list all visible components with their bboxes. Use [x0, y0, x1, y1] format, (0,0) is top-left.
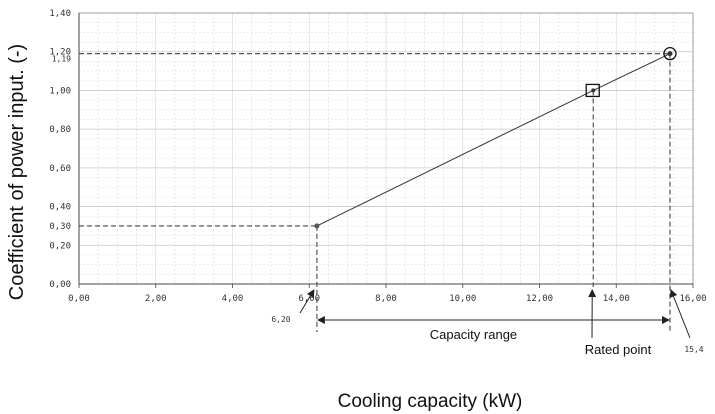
point-marker-max: [663, 47, 677, 61]
point-marker-rated: [585, 83, 600, 98]
max-capacity-label: 15,4: [684, 345, 703, 354]
x-tick-label: 0,00: [68, 294, 90, 304]
point-markers: [314, 47, 677, 229]
series-line-path: [316, 53, 671, 227]
y-tick-label: 1,20: [49, 48, 71, 58]
point-marker-max-dot: [667, 51, 673, 57]
plot-grid: [79, 13, 693, 284]
x-tick-label: 12,00: [526, 294, 553, 304]
x-tick-label: 10,00: [449, 294, 476, 304]
dashed-guides: [79, 53, 671, 332]
y-tick-label: 0,30: [49, 222, 71, 232]
y-tick-label: 0,20: [49, 241, 71, 251]
y-axis-label: Coefficient of power input. (-): [6, 44, 28, 300]
x-tick-label: 6,00: [298, 294, 320, 304]
y-tick-label: 1,00: [49, 86, 71, 96]
min-capacity-label: 6,20: [271, 315, 290, 324]
capacity-range-label: Capacity range: [430, 327, 517, 342]
annotations: Capacity range 6,20 15,4 Rated point: [271, 289, 704, 357]
y-tick-label: 1,40: [49, 9, 71, 19]
x-tick-label: 14,00: [603, 294, 630, 304]
point-marker-min: [314, 223, 320, 229]
x-tick-label: 2,00: [145, 294, 167, 304]
y-tick-label: 0,00: [49, 280, 71, 290]
min-capacity-arrow: [299, 289, 315, 314]
y-tick-label: 0,80: [49, 125, 71, 135]
point-marker-rated-dot: [591, 88, 596, 93]
x-tick-label: 8,00: [375, 294, 397, 304]
y-tick-label: 0,60: [49, 164, 71, 174]
x-tick-label: 16,00: [679, 294, 706, 304]
x-axis-label: Cooling capacity (kW): [338, 391, 523, 412]
y-tick-label: 1,19: [52, 55, 71, 64]
tick-labels: 0,00 2,00 4,00 6,00 8,00 10,00 12,00 14,00 16,00…: [49, 9, 706, 304]
x-tick-label: 4,00: [222, 294, 244, 304]
rated-point-label: Rated point: [585, 342, 652, 357]
max-capacity-arrow: [669, 289, 691, 339]
series-line: [316, 53, 671, 227]
y-tick-label: 0,40: [49, 203, 71, 213]
